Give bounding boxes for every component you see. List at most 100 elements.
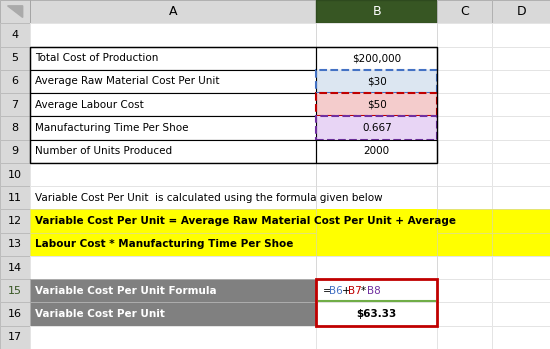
Bar (30, 70, 316, 93)
Text: 9: 9 (12, 146, 19, 156)
Bar (316, 326, 437, 349)
Bar (0, 256, 30, 279)
Bar (316, 186, 437, 209)
Bar (437, 233, 492, 256)
Bar (492, 326, 550, 349)
Bar (492, 303, 550, 326)
Bar (492, 23, 550, 46)
Bar (316, 279, 437, 326)
Bar (437, 140, 492, 163)
Bar (30, 93, 316, 116)
Bar (30, 70, 316, 93)
Bar (492, 46, 550, 70)
Bar (316, 140, 437, 163)
Bar (437, 116, 492, 140)
Bar (0, 326, 30, 349)
Bar (492, 70, 550, 93)
Bar (0, 116, 30, 140)
Text: 13: 13 (8, 239, 22, 249)
Bar (30, 233, 316, 256)
Text: Average Raw Material Cost Per Unit: Average Raw Material Cost Per Unit (35, 76, 219, 87)
Bar (30, 303, 316, 326)
Bar (316, 163, 437, 186)
Bar (30, 186, 316, 209)
Bar (492, 186, 550, 209)
Bar (316, 186, 437, 209)
Bar (0, 303, 30, 326)
Bar (492, 140, 550, 163)
Bar (0, 186, 30, 209)
Bar (316, 23, 437, 46)
Bar (437, 93, 492, 116)
Text: Variable Cost Per Unit  is calculated using the formula given below: Variable Cost Per Unit is calculated usi… (35, 193, 382, 203)
Bar (30, 140, 316, 163)
Bar (437, 23, 492, 46)
Bar (492, 140, 550, 163)
Text: Labour Cost * Manufacturing Time Per Shoe: Labour Cost * Manufacturing Time Per Sho… (35, 239, 293, 249)
Text: 11: 11 (8, 193, 22, 203)
Bar (30, 46, 316, 70)
Text: 10: 10 (8, 170, 22, 179)
Bar (316, 279, 437, 303)
Bar (437, 70, 492, 93)
Bar (0, 209, 30, 233)
Bar (0, 209, 30, 233)
Text: 6: 6 (12, 76, 19, 87)
Polygon shape (8, 6, 23, 17)
Bar (30, 233, 316, 256)
Bar (437, 0, 492, 23)
Bar (0, 140, 30, 163)
Bar (30, 256, 316, 279)
Bar (316, 303, 437, 326)
Bar (30, 326, 316, 349)
Bar (0, 0, 30, 23)
Bar (0, 233, 30, 256)
Bar (316, 0, 437, 23)
Bar (437, 23, 492, 46)
Bar (0, 0, 30, 23)
Bar (492, 279, 550, 303)
Bar (316, 70, 437, 93)
Bar (0, 0, 30, 23)
Bar (492, 209, 550, 233)
Bar (437, 303, 492, 326)
Bar (492, 23, 550, 46)
Text: 4: 4 (12, 30, 19, 40)
Bar (316, 116, 437, 140)
Bar (492, 0, 550, 23)
Bar (0, 256, 30, 279)
Bar (492, 163, 550, 186)
Bar (316, 70, 437, 93)
Bar (0, 163, 30, 186)
Bar (0, 46, 30, 70)
Text: D: D (516, 5, 526, 18)
Bar (30, 279, 316, 303)
Bar (30, 23, 316, 46)
Bar (316, 326, 437, 349)
Bar (0, 23, 30, 46)
Bar (316, 93, 437, 116)
Bar (437, 326, 492, 349)
Bar (492, 256, 550, 279)
Text: 16: 16 (8, 309, 22, 319)
Bar (437, 326, 492, 349)
Bar (30, 209, 316, 233)
Bar (437, 256, 492, 279)
Bar (30, 256, 316, 279)
Bar (0, 0, 30, 23)
Bar (437, 279, 492, 303)
Bar (437, 93, 492, 116)
Bar (316, 233, 437, 256)
Text: 12: 12 (8, 216, 22, 226)
Bar (30, 163, 316, 186)
Text: Variable Cost Per Unit = Average Raw Material Cost Per Unit + Average: Variable Cost Per Unit = Average Raw Mat… (35, 216, 455, 226)
Bar (316, 163, 437, 186)
Bar (437, 186, 492, 209)
Text: $30: $30 (367, 76, 387, 87)
Text: A: A (169, 5, 178, 18)
Bar (0, 279, 30, 303)
Bar (30, 186, 316, 209)
Bar (316, 256, 437, 279)
Bar (437, 140, 492, 163)
Bar (437, 163, 492, 186)
